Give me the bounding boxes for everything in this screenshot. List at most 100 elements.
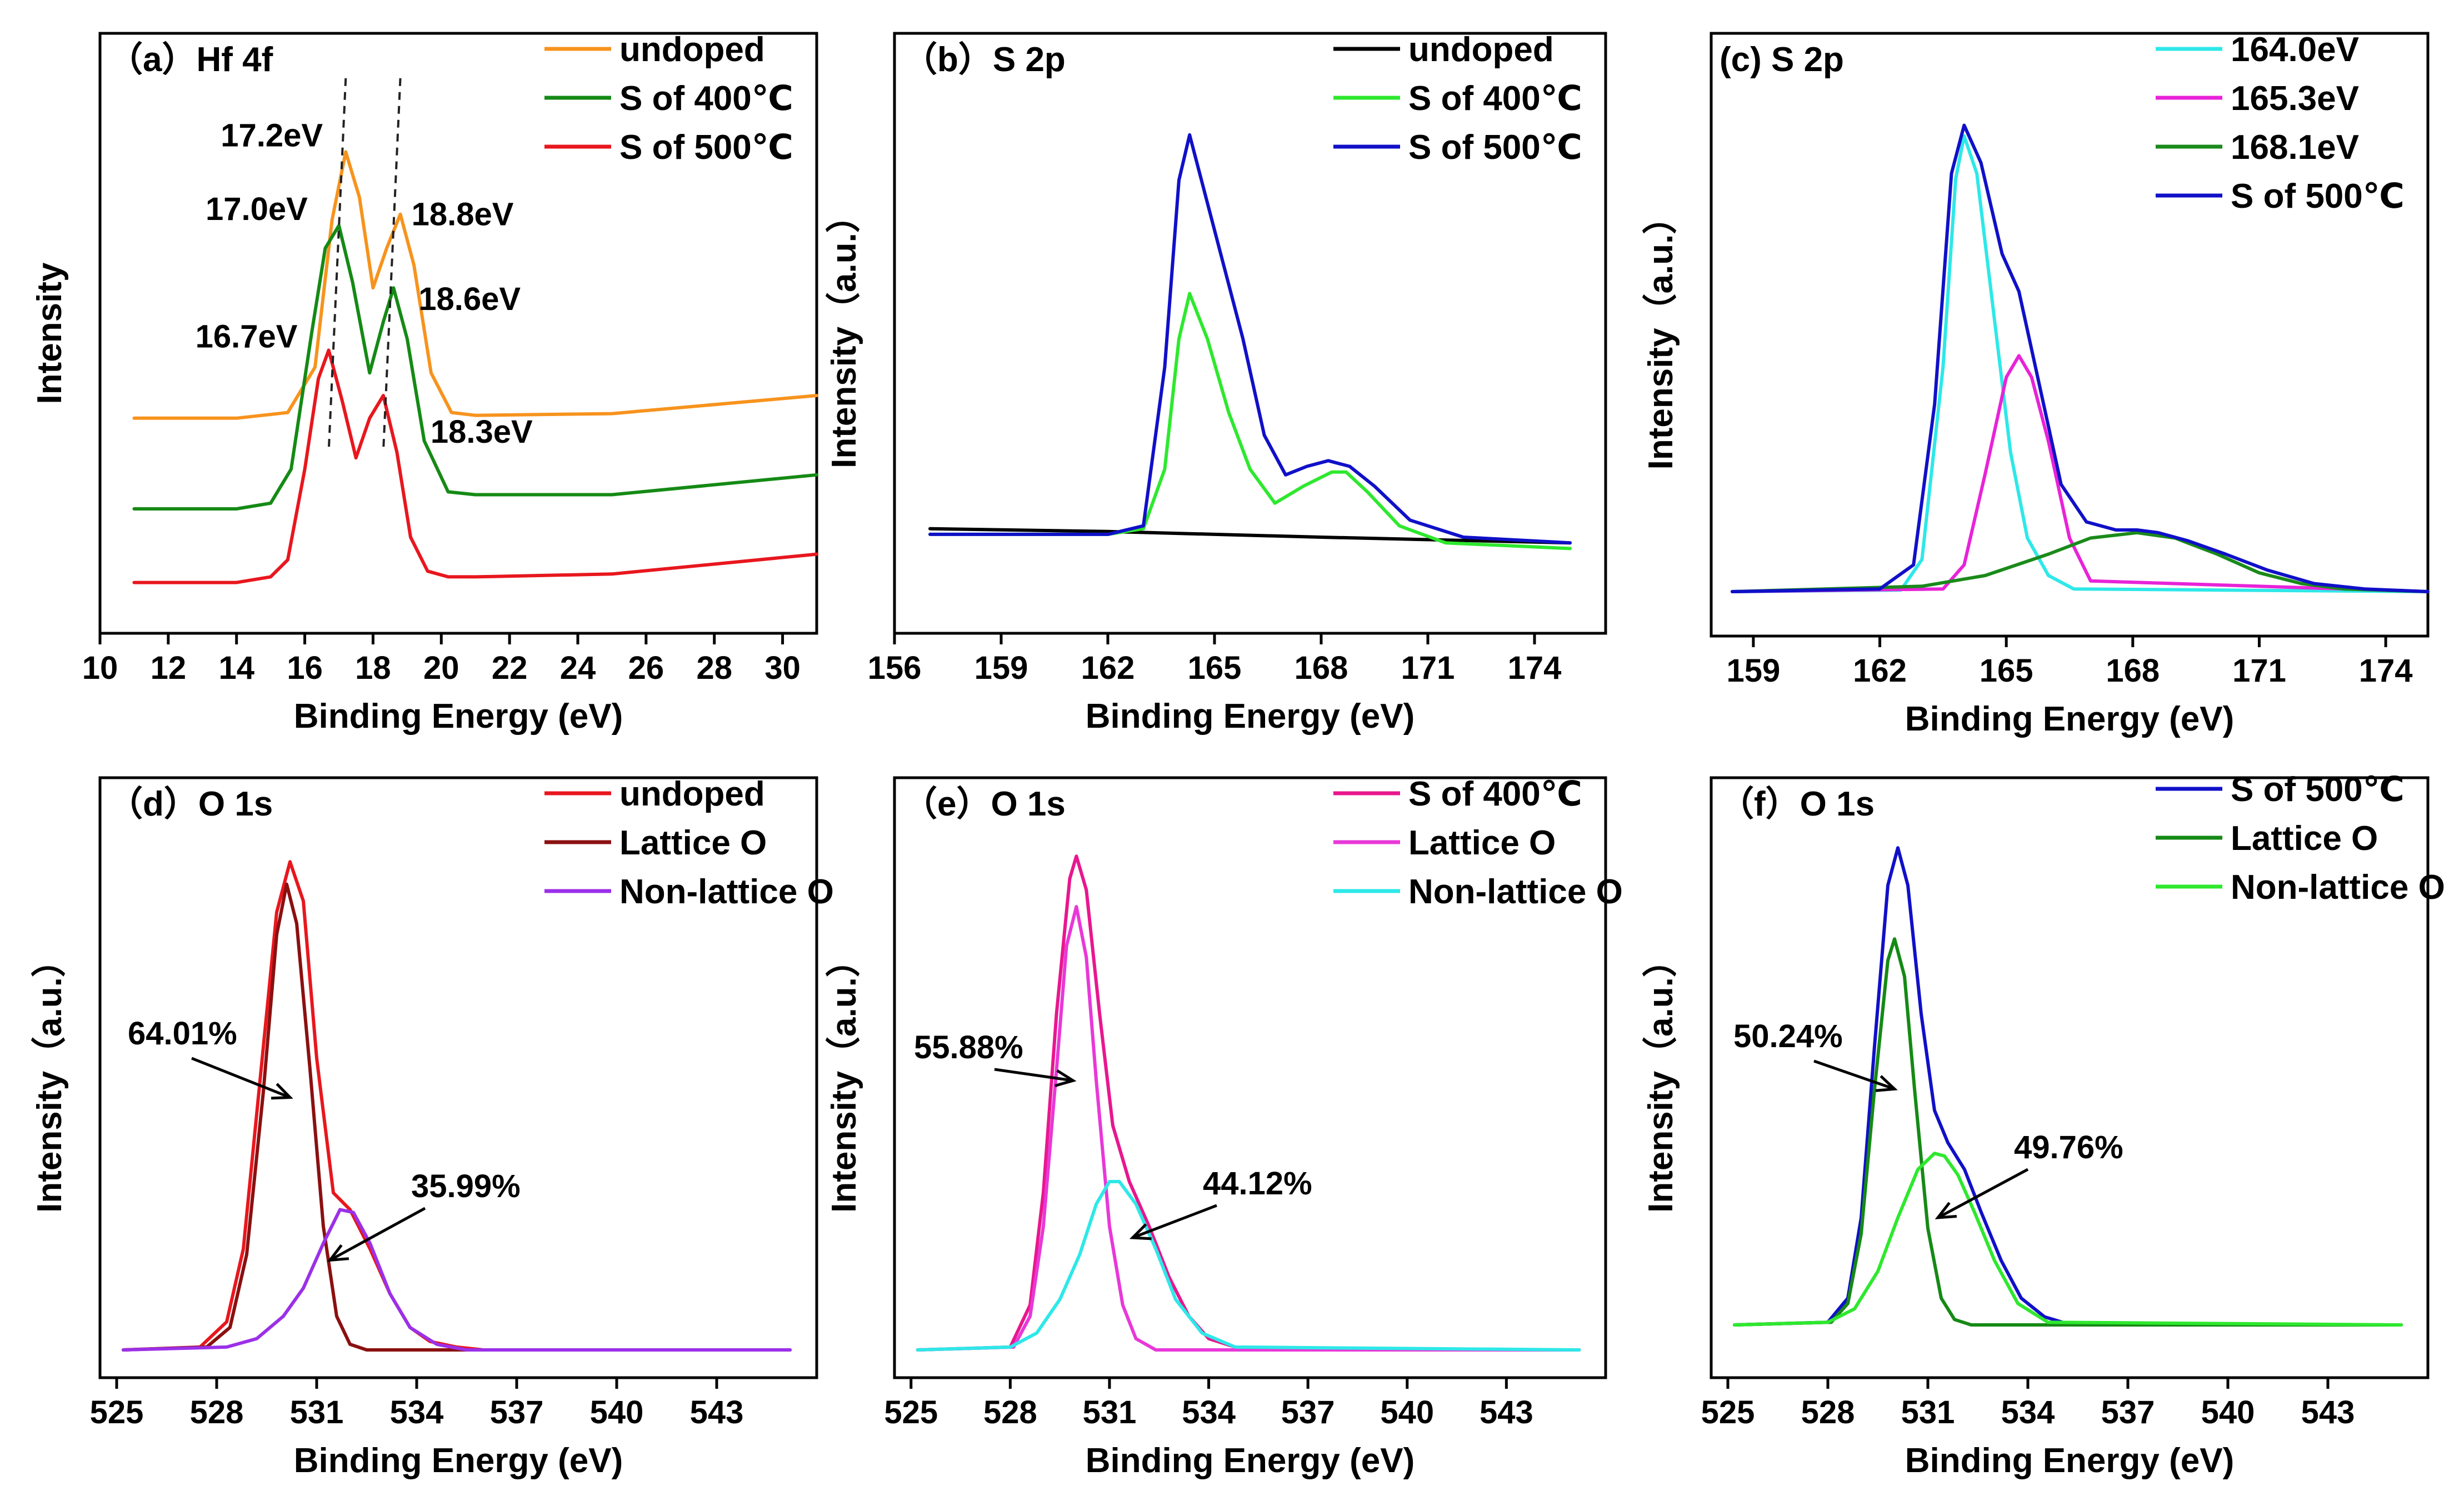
- x-tick-label: 537: [2101, 1394, 2155, 1430]
- panel-a: 10 12 14 16 18 20 22 24 26 28 30 Binding Energy (eV…: [31, 31, 818, 736]
- x-tick-label: 162: [1081, 650, 1135, 686]
- x-tick-label: 14: [218, 650, 254, 686]
- x-tick-label: 543: [2301, 1394, 2355, 1430]
- percent-label: 35.99%: [411, 1168, 521, 1204]
- x-tick-label: 525: [90, 1394, 144, 1430]
- series-line: [1730, 134, 2430, 593]
- percent-label: 50.24%: [1733, 1018, 1843, 1054]
- x-tick-label: 528: [1801, 1394, 1855, 1430]
- peak-guide-line: [327, 78, 347, 453]
- x-tick-label: 24: [560, 650, 596, 686]
- x-tick-label: 537: [1281, 1394, 1335, 1430]
- y-axis-title: Intensity（a.u.）: [824, 943, 863, 1213]
- legend-label: S of 500℃: [1408, 128, 1582, 167]
- x-tick-label: 159: [1726, 653, 1780, 689]
- series-line: [132, 348, 818, 584]
- x-tick-label: 28: [696, 650, 732, 686]
- plot-frame: [98, 776, 818, 1379]
- series-line: [1733, 937, 2403, 1327]
- panel-label: （b）S 2p: [903, 40, 1066, 79]
- series-line: [1733, 846, 2403, 1327]
- legend-label: Non-lattice O: [2231, 868, 2445, 907]
- panel-e: 525 528 531 534 537 540 543 Binding Energy (eV)…: [824, 775, 1623, 1480]
- legend-label: S of 400℃: [1408, 79, 1582, 118]
- series-line: [1733, 1152, 2403, 1327]
- y-axis-title: Intensity（a.u.）: [1641, 943, 1680, 1213]
- peak-label: 17.2eV: [221, 117, 323, 153]
- x-tick-label: 534: [1182, 1394, 1236, 1430]
- legend-label: Non-lattice O: [619, 873, 834, 911]
- arrow-head: [327, 1244, 349, 1262]
- series-line: [916, 854, 1581, 1352]
- legend-label: S of 500℃: [2231, 177, 2405, 216]
- legend-label: Lattice O: [1408, 824, 1556, 862]
- percent-label: 44.12%: [1203, 1165, 1312, 1202]
- series-line: [1730, 354, 2430, 593]
- peak-label: 17.0eV: [206, 191, 308, 227]
- panel-b: 156 159 162 165 168 171 174 Binding Energy (eV)…: [824, 31, 1607, 736]
- legend-label: undoped: [619, 31, 765, 69]
- peak-label: 18.8eV: [412, 197, 514, 233]
- arrow-head: [271, 1083, 293, 1100]
- annotation-arrow: [1132, 1204, 1217, 1239]
- x-tick-label: 537: [490, 1394, 544, 1430]
- x-tick-label: 12: [151, 650, 187, 686]
- panel-label: （f）O 1s: [1720, 784, 1875, 823]
- arrow-head: [1935, 1202, 1957, 1219]
- x-tick-label: 531: [1083, 1394, 1137, 1430]
- legend-label: S of 400℃: [1408, 775, 1582, 813]
- x-tick-label: 168: [2106, 653, 2160, 689]
- series-line: [122, 882, 792, 1352]
- series-line: [122, 860, 792, 1352]
- x-tick-label: 174: [1508, 650, 1562, 686]
- legend-label: 164.0eV: [2231, 31, 2359, 69]
- annotation-arrow: [1813, 1059, 1895, 1090]
- y-axis-title: Intensity（a.u.）: [824, 198, 863, 468]
- series-line: [122, 1208, 792, 1352]
- plot-frame: [98, 32, 818, 635]
- x-tick-label: 168: [1295, 650, 1348, 686]
- x-tick-label: 20: [423, 650, 459, 686]
- annotation-arrow: [1937, 1168, 2029, 1219]
- x-tick-label: 171: [2232, 653, 2286, 689]
- x-tick-label: 174: [2359, 653, 2413, 689]
- x-tick-label: 18: [355, 650, 391, 686]
- x-axis-title: Binding Energy (eV): [1905, 700, 2234, 738]
- peak-label: 18.3eV: [431, 414, 533, 450]
- annotation-arrow: [191, 1057, 291, 1099]
- x-tick-label: 540: [2201, 1394, 2255, 1430]
- x-tick-label: 171: [1401, 650, 1455, 686]
- x-tick-label: 165: [1980, 653, 2033, 689]
- panel-f: 525 528 531 534 537 540 543 Binding Energy (eV)…: [1641, 770, 2445, 1480]
- plot-frame: [893, 776, 1607, 1379]
- panel-c: 159 162 165 168 171 174 Binding Energy (eV) Int…: [1641, 31, 2430, 738]
- x-axis-title: Binding Energy (eV): [294, 1442, 623, 1480]
- plot-frame: [1710, 776, 2430, 1379]
- legend-label: Lattice O: [619, 824, 767, 862]
- y-axis-title: Intensity（a.u.）: [1641, 200, 1680, 470]
- legend-label: undoped: [1408, 31, 1554, 69]
- peak-label: 16.7eV: [196, 318, 298, 354]
- series-line: [132, 224, 818, 511]
- x-tick-label: 531: [1901, 1394, 1955, 1430]
- series-line: [916, 905, 1581, 1352]
- x-axis-title: Binding Energy (eV): [1086, 1442, 1415, 1480]
- x-axis-title: Binding Energy (eV): [1086, 697, 1415, 736]
- x-tick-label: 159: [974, 650, 1028, 686]
- x-axis-title: Binding Energy (eV): [1905, 1442, 2234, 1480]
- x-tick-label: 165: [1188, 650, 1242, 686]
- legend-label: undoped: [619, 775, 765, 813]
- legend-label: S of 500℃: [2231, 770, 2405, 809]
- panel-label: （d）O 1s: [108, 784, 273, 823]
- y-axis-title: Intensity: [31, 262, 69, 404]
- legend-label: Lattice O: [2231, 819, 2378, 858]
- legend-label: 168.1eV: [2231, 128, 2359, 167]
- x-tick-label: 540: [1380, 1394, 1434, 1430]
- x-tick-label: 30: [764, 650, 801, 686]
- x-tick-label: 162: [1853, 653, 1907, 689]
- x-tick-label: 528: [190, 1394, 244, 1430]
- series-line: [928, 527, 1572, 545]
- series-line: [928, 292, 1572, 551]
- arrow-head: [1129, 1223, 1152, 1240]
